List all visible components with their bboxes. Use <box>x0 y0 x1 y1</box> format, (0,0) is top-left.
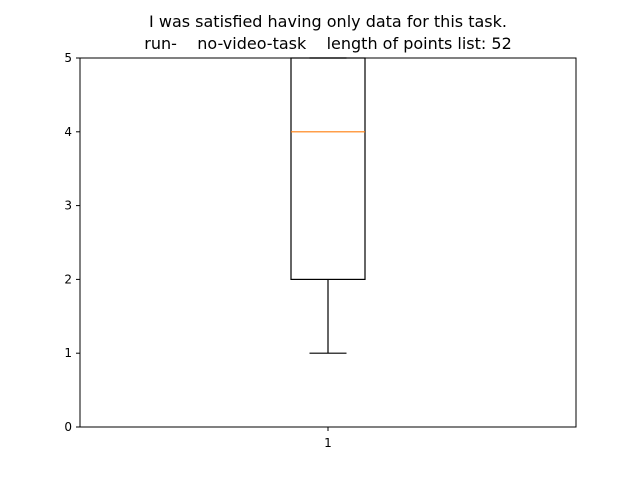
y-tick-label: 1 <box>64 346 72 360</box>
chart-title-line-2: run- no-video-task length of points list… <box>144 34 512 53</box>
y-tick-label: 5 <box>64 51 72 65</box>
x-axis: 1 <box>324 427 332 450</box>
chart-title-line-1: I was satisfied having only data for thi… <box>149 12 507 31</box>
iqr-box <box>290 57 366 280</box>
y-tick-label: 2 <box>64 272 72 286</box>
y-tick-label: 3 <box>64 199 72 213</box>
x-tick-label: 1 <box>324 436 332 450</box>
box-series <box>290 57 366 354</box>
plot-frame <box>79 57 577 428</box>
y-tick-label: 0 <box>64 420 72 434</box>
y-axis: 0 1 2 3 4 5 <box>64 51 80 434</box>
y-tick-label: 4 <box>64 125 72 139</box>
